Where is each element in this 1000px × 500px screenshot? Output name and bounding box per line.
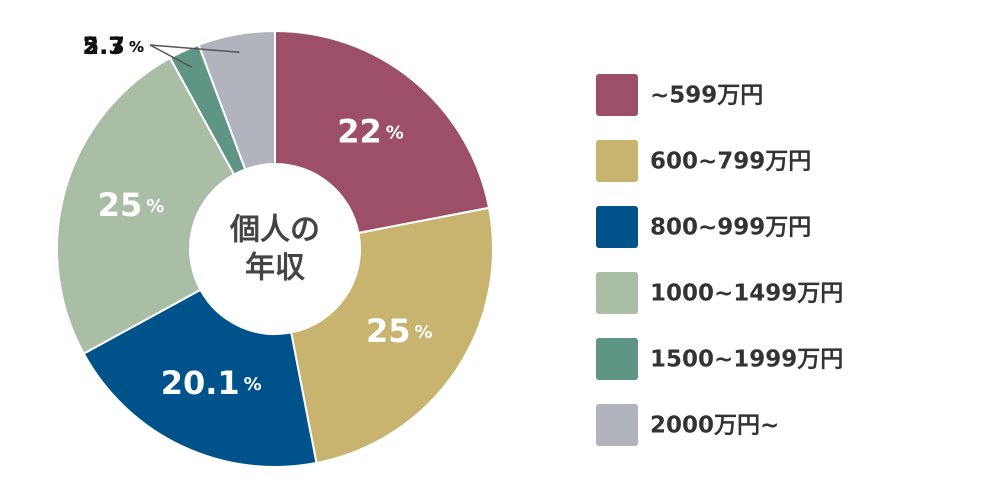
value-number: 25 (98, 186, 143, 224)
value-label: 5.7% (82, 32, 144, 60)
legend-label: 800~999万円 (650, 215, 811, 241)
center-label: 年収 (245, 251, 306, 286)
slice (290, 206, 494, 465)
value-number: 5.7 (82, 32, 125, 60)
value-label: 25% (98, 186, 165, 224)
leader-line (149, 44, 192, 68)
slice (56, 56, 236, 355)
legend-label: 600~799万円 (650, 149, 811, 175)
value-unit: % (129, 38, 144, 56)
value-unit: % (129, 38, 144, 56)
slice (197, 29, 276, 171)
legend-label: ~599万円 (650, 83, 763, 109)
value-label: 22% (337, 112, 404, 150)
value-number: 22 (337, 112, 382, 150)
slice (82, 288, 318, 468)
legend-swatch (596, 404, 638, 446)
value-unit: % (146, 196, 164, 217)
legend-swatch (596, 140, 638, 182)
legend-label: 1500~1999万円 (650, 347, 843, 373)
leader-line (149, 44, 240, 53)
legend-label: 1000~1499万円 (650, 281, 843, 307)
value-unit: % (386, 122, 404, 143)
slice (274, 29, 491, 235)
value-label: 25% (366, 312, 433, 350)
value-number: 20.1 (161, 364, 240, 402)
value-label: 2.3% (82, 32, 144, 60)
value-number: 2.3 (82, 32, 125, 60)
value-number: 25 (366, 312, 411, 350)
legend-swatch (596, 338, 638, 380)
legend-label: 2000万円~ (650, 413, 779, 439)
legend-swatch (596, 272, 638, 314)
value-label: 20.1% (161, 364, 262, 402)
center-label: 個人の (229, 213, 320, 248)
value-unit: % (414, 322, 432, 343)
legend-swatch (596, 206, 638, 248)
value-unit: % (244, 374, 262, 395)
legend-swatch (596, 74, 638, 116)
